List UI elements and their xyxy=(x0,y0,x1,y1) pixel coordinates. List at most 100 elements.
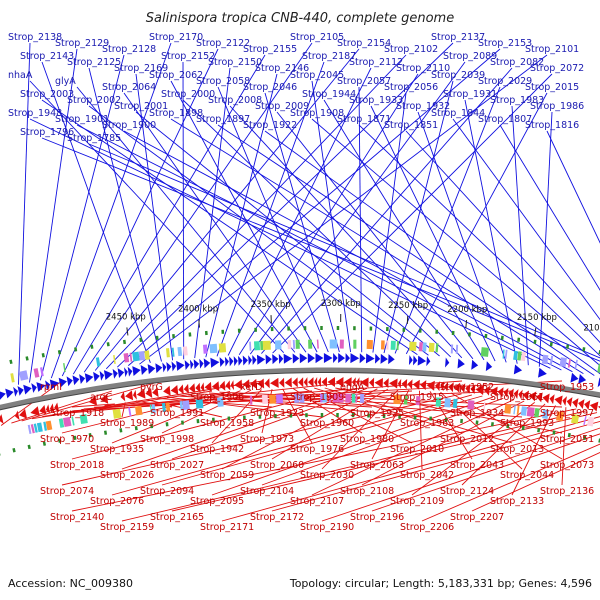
gene-label: engA xyxy=(340,382,365,393)
gc-mark-outer xyxy=(122,339,127,345)
reverse-gene-arrow xyxy=(225,380,231,391)
reverse-gene-arrow xyxy=(270,377,279,388)
gene-label: Strop_2206 xyxy=(400,522,454,533)
label-leader-lines xyxy=(0,42,600,522)
gene-label: Strop_2082 xyxy=(490,57,544,68)
forward-gene-arrow xyxy=(45,380,51,391)
cog-block-inner xyxy=(526,407,535,417)
forward-gene-arrow xyxy=(199,358,204,369)
gc-mark-outer xyxy=(57,350,62,355)
cog-block-inner xyxy=(504,404,512,414)
cog-block-inner xyxy=(534,408,540,418)
gene-label: Strop_2105 xyxy=(290,32,344,43)
gene-label: Strop_2109 xyxy=(390,496,444,507)
gene-label: Strop_2051 xyxy=(540,434,594,445)
leader-line xyxy=(238,73,419,356)
gene-label: Strop_2129 xyxy=(55,38,109,49)
forward-gene-arrow xyxy=(445,357,450,368)
leader-line xyxy=(29,48,78,383)
forward-gene-arrow xyxy=(219,357,225,368)
reverse-gene-arrow xyxy=(383,378,389,389)
forward-gene-arrow xyxy=(315,353,324,364)
reverse-gene-arrow xyxy=(170,384,179,395)
leader-line xyxy=(276,111,474,360)
reverse-gene-arrow xyxy=(234,379,243,390)
cog-block-inner xyxy=(444,398,451,408)
gc-mark-inner xyxy=(58,438,62,443)
leader-line xyxy=(161,389,252,434)
gc-mark-inner xyxy=(88,432,92,438)
reverse-gene-arrow xyxy=(39,404,47,415)
forward-gene-arrow xyxy=(147,364,156,375)
gene-label: Strop_1953 xyxy=(540,382,594,393)
gene-label: Strop_1909 xyxy=(290,392,344,403)
gene-label: Strop_2089 xyxy=(443,51,497,62)
cog-block-inner xyxy=(134,405,143,416)
gene-label: pyrG xyxy=(140,382,163,393)
gc-mark-outer xyxy=(549,342,553,347)
gene-label: Strop_2146 xyxy=(255,63,309,74)
gene-label: Strop_1997 xyxy=(540,408,594,419)
gene-label: Strop_2009 xyxy=(255,101,309,112)
reverse-gene-arrow xyxy=(45,404,51,415)
forward-gene-arrow xyxy=(265,354,272,365)
reverse-gene-arrow xyxy=(465,383,471,394)
gene-label: Strop_1900 xyxy=(102,120,156,131)
reverse-gene-arrow xyxy=(426,380,435,391)
gene-label: Strop_2002 xyxy=(67,95,121,106)
gene-label: Strop_2112 xyxy=(349,57,403,68)
reverse-gene-arrow xyxy=(503,387,509,398)
leader-line xyxy=(182,99,452,358)
reverse-gene-arrow xyxy=(489,386,498,397)
forward-gene-arrow xyxy=(323,353,333,364)
reverse-gene-arrow xyxy=(219,380,226,391)
gc-mark-outer xyxy=(9,359,13,365)
forward-gene-arrow xyxy=(72,375,80,386)
genome-summary-text: Topology: circular; Length: 5,183,331 bp… xyxy=(289,577,592,590)
gc-mark-outer xyxy=(582,347,586,352)
gene-label: Strop_2012 xyxy=(440,434,494,445)
gene-label: Strop_1935 xyxy=(90,444,144,455)
gene-label: Strop_2108 xyxy=(340,486,394,497)
gc-mark-inner xyxy=(537,428,541,433)
gene-label: Strop_2207 xyxy=(450,512,504,523)
leader-line xyxy=(76,86,296,353)
gene-label: Strop_1976 xyxy=(290,444,344,455)
gene-label: Strop_2165 xyxy=(150,512,204,523)
reverse-gene-arrow xyxy=(448,382,454,393)
gene-label: nhaA xyxy=(8,70,33,81)
gene-label: Strop_2110 xyxy=(396,63,450,74)
leader-line xyxy=(61,393,462,486)
reverse-gene-arrow xyxy=(440,381,445,392)
gene-label: Strop_2101 xyxy=(525,44,579,55)
gc-mark-outer xyxy=(533,339,537,345)
leader-line xyxy=(76,124,562,371)
forward-gene-arrow xyxy=(388,354,395,365)
gc-mark-inner xyxy=(521,425,525,431)
leader-line xyxy=(135,73,174,361)
reverse-gene-arrow xyxy=(389,378,398,389)
reverse-gene-arrow xyxy=(14,410,20,421)
forward-gene-arrow xyxy=(140,365,148,375)
gene-label: Strop_2095 xyxy=(190,496,244,507)
gene-label: Strop_2039 xyxy=(431,70,485,81)
reverse-gene-arrow xyxy=(30,406,40,417)
gene-label: xerD xyxy=(240,382,262,393)
gene-label: Strop_1973 xyxy=(240,434,294,445)
leader-line xyxy=(361,400,525,486)
reverse-gene-arrow xyxy=(200,382,205,393)
reverse-gene-arrow xyxy=(584,400,591,411)
forward-gene-arrow xyxy=(203,358,211,369)
forward-gene-arrow xyxy=(31,383,37,393)
forward-gene-arrow xyxy=(471,359,479,370)
forward-gene-arrow xyxy=(408,355,413,366)
reverse-gene-arrow xyxy=(444,381,449,392)
forward-gene-arrow xyxy=(99,370,105,381)
cog-block-inner xyxy=(520,406,528,416)
forward-gene-arrow xyxy=(193,359,200,370)
gene-label: Strop_2060 xyxy=(250,460,304,471)
cog-block-outer xyxy=(209,343,218,354)
gene-label: Strop_2094 xyxy=(140,486,194,497)
